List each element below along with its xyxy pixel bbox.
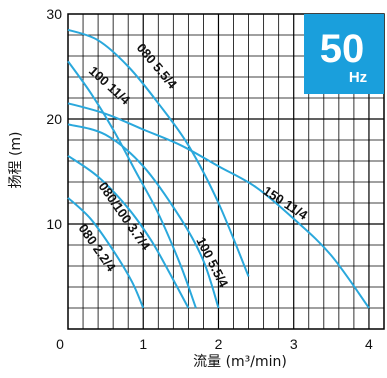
x-axis-title: 流量 (m³/min) — [193, 354, 287, 370]
x-tick-label: 2 — [215, 336, 223, 352]
curve-100-11-4 — [67, 60, 197, 309]
x-tick-labels: 0 1 2 3 4 — [56, 336, 373, 352]
frequency-badge: 50 Hz — [304, 14, 384, 94]
y-tick-labels: 10 20 30 — [46, 6, 62, 232]
badge-background — [304, 14, 384, 94]
y-tick-label: 30 — [46, 6, 62, 22]
x-tick-label: 3 — [290, 336, 298, 352]
curve-100-5-5-4 — [67, 123, 220, 309]
curve-150-11-4 — [67, 102, 370, 309]
y-axis-title: 扬程 (m) — [8, 131, 24, 188]
plot-frame — [67, 13, 385, 330]
y-tick-label: 20 — [46, 111, 62, 127]
curves — [67, 28, 370, 309]
y-tick-label: 10 — [46, 216, 62, 232]
curve-080-5-5-4 — [67, 28, 250, 277]
curve-080-100-3-7-4 — [67, 154, 190, 309]
x-tick-label: 1 — [139, 336, 147, 352]
curve-080-2-2-4 — [67, 197, 145, 309]
x-tick-label: 0 — [56, 336, 64, 352]
badge-frequency-unit: Hz — [349, 69, 367, 86]
x-tick-label: 4 — [365, 336, 373, 352]
badge-frequency-value: 50 — [320, 27, 365, 71]
major-grid — [68, 14, 384, 329]
